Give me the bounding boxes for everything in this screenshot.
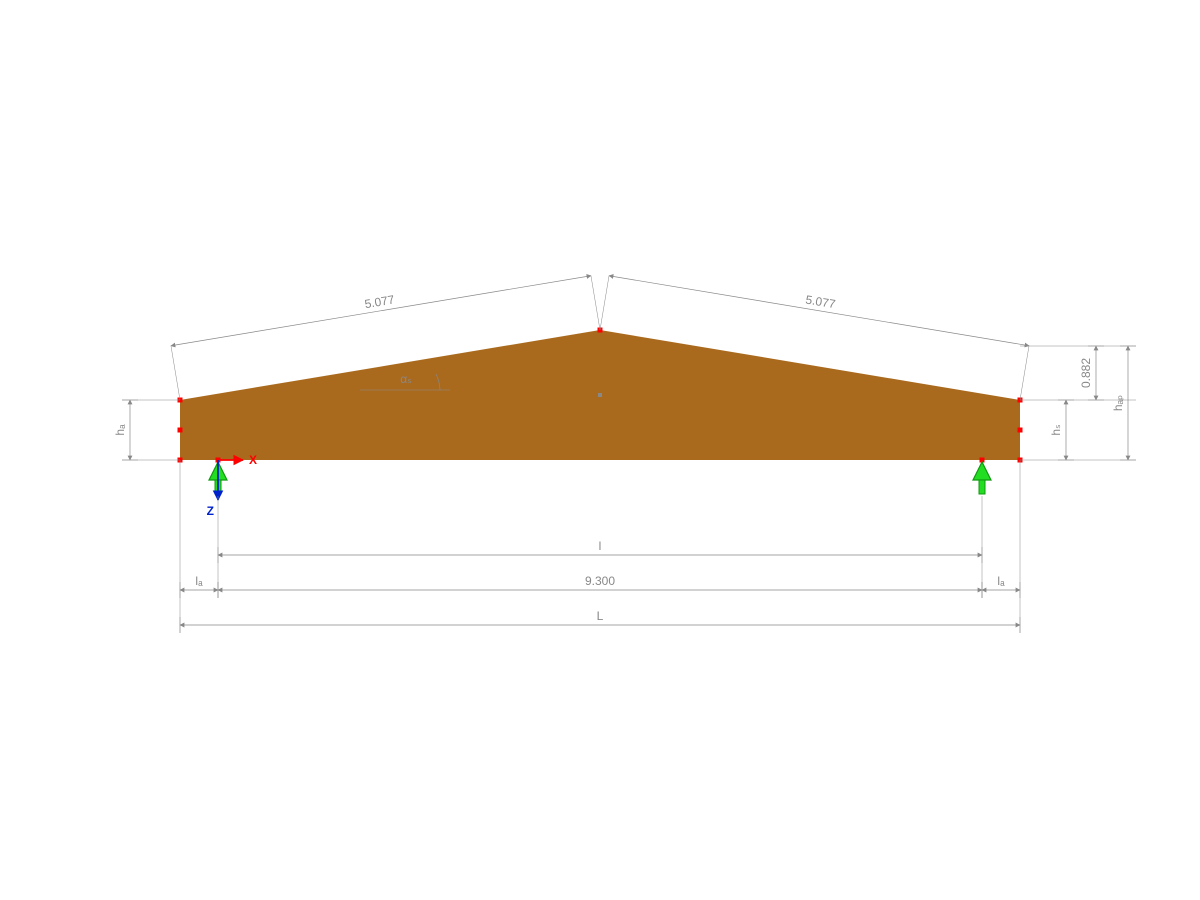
dim-h882: 0.882 [1079,346,1104,400]
center-node [598,393,602,397]
node-marker [1018,428,1023,433]
node-marker [178,428,183,433]
dim-h882-label: 0.882 [1079,358,1093,388]
dim-hs-label: hₛ [1049,424,1063,435]
dim-slope-right-label: 5.077 [805,292,837,311]
dim-9300-label: 9.300 [585,574,615,588]
axis-z-label: Z [207,504,214,518]
dim-l-inner-label: l [599,539,602,553]
dim-la-left-label: lₐ [195,574,203,588]
dim-hap: hₐₚ [1111,346,1136,460]
dim-hs: hₛ [1049,400,1074,460]
dim-L-total-label: L [597,609,604,623]
dim-ha: hₐ [113,400,138,460]
dim-9300: 9.300 [218,574,982,598]
dim-l-inner: l [218,539,982,563]
dim-slope-left-label: 5.077 [364,292,396,311]
dim-ha-label: hₐ [113,424,127,436]
support-right [973,462,991,494]
axis-x-label: X [249,453,257,467]
dim-la-left: lₐ [180,574,218,598]
dim-la-right: lₐ [982,574,1020,598]
dim-la-right-label: lₐ [997,574,1005,588]
angle-label: αₛ [400,372,411,386]
dim-hap-label: hₐₚ [1111,395,1125,411]
dim-L-total: L [180,609,1020,633]
